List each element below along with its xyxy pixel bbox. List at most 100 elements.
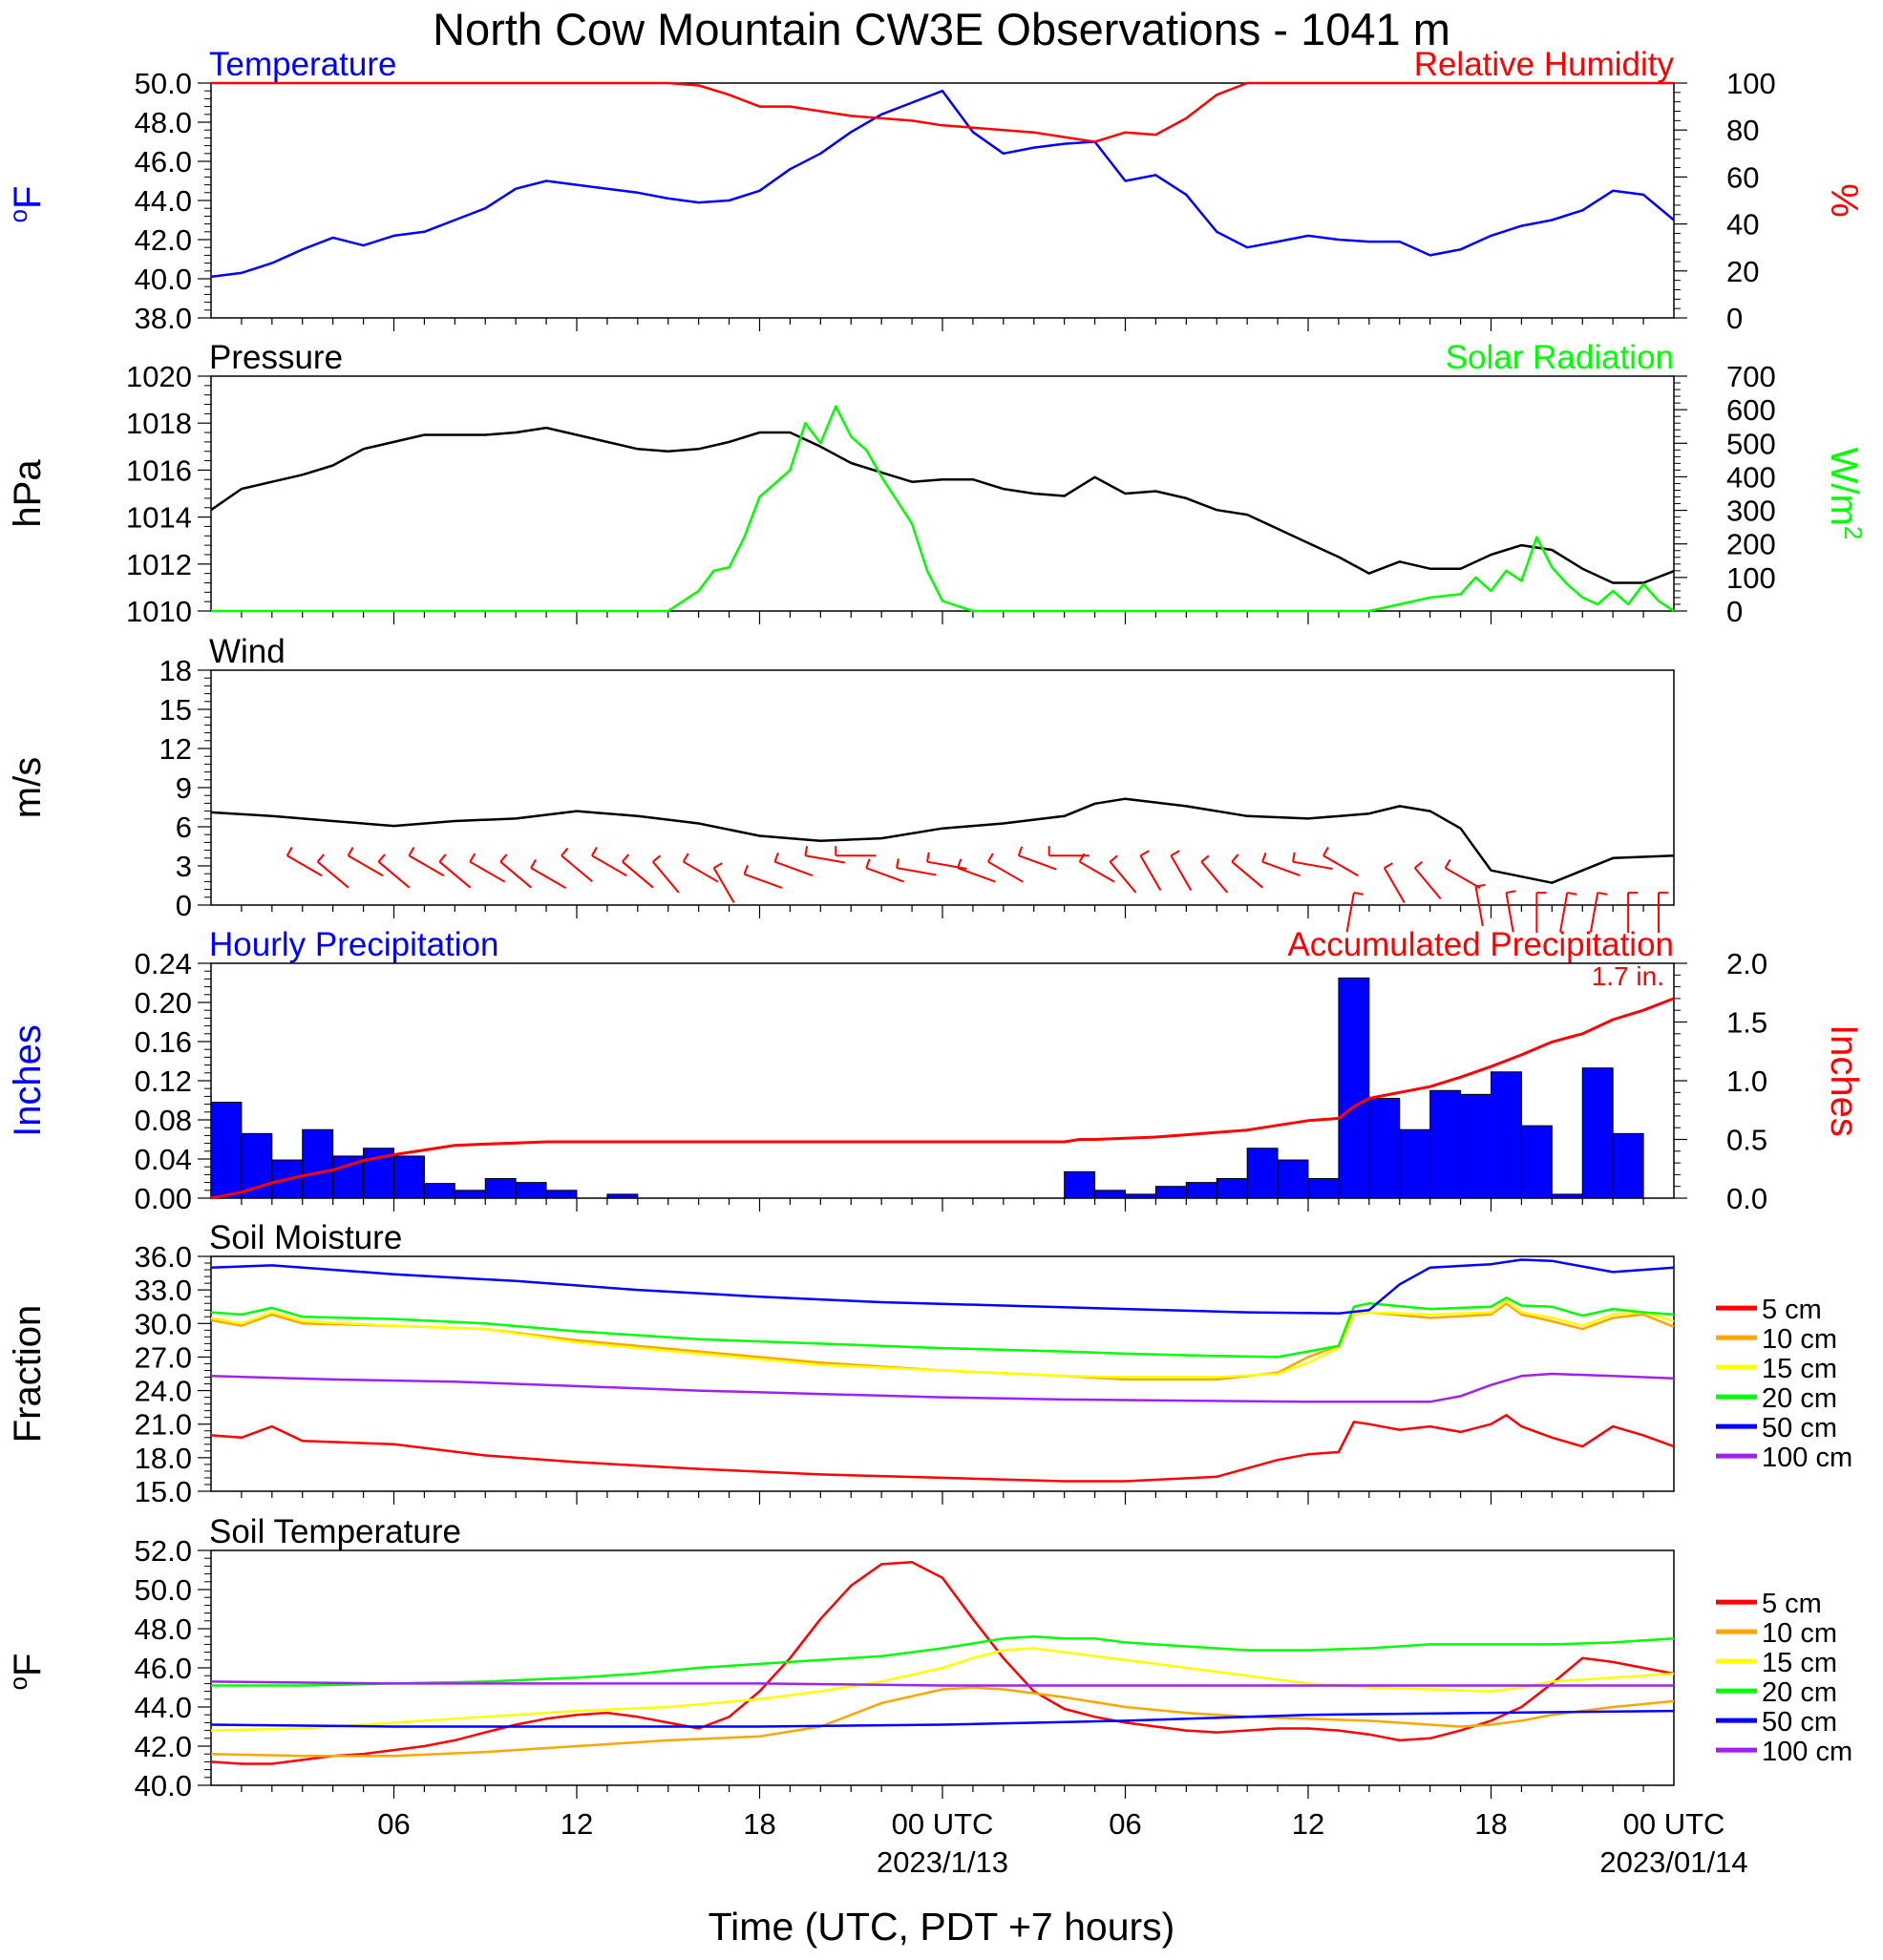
panel-soil_temperature: Soil Temperature 40.0 42.0 44.0 46.0 48.0 50.0… <box>4 1513 1852 1802</box>
wind-barb <box>1322 854 1359 877</box>
y-tick-label: 42.0 <box>135 223 192 257</box>
y-tick-label: 50.0 <box>135 67 192 100</box>
x-date-label: 2023/01/14 <box>1599 1845 1747 1879</box>
wind-barb-flag <box>1597 892 1608 896</box>
precip-bar <box>1399 1128 1431 1199</box>
wind-barb <box>438 860 472 889</box>
y-tick-label: 0.24 <box>135 947 192 980</box>
y-tick-label: 0.00 <box>135 1182 192 1215</box>
wind-barb-flag <box>865 858 871 869</box>
wind-barb-flag <box>1567 892 1577 896</box>
y-tick-label: 500 <box>1726 427 1776 460</box>
y-axis-label-left: hPa <box>7 459 49 528</box>
y-tick-label: 1018 <box>126 407 192 440</box>
wind-barb <box>1170 854 1193 892</box>
y-tick-label: 38.0 <box>135 302 192 335</box>
wind-barb <box>1231 860 1264 889</box>
y-tick-label: 46.0 <box>135 145 192 179</box>
wind-barb-flag <box>1506 890 1516 895</box>
wind-barb <box>1200 861 1229 894</box>
x-date-label: 2023/1/13 <box>877 1845 1008 1879</box>
y-axis-label-superscript: 2 <box>1839 526 1868 539</box>
panel-title-left: Wind <box>209 633 286 670</box>
legend-label: 50 cm <box>1762 1413 1837 1444</box>
wind-barb-flag <box>896 858 899 869</box>
series-line-pressure <box>210 426 1675 584</box>
x-tick-label: 06 <box>377 1807 410 1841</box>
panel-soil_moisture: Soil Moisture 15.018.021.024.027.030.033.… <box>7 1219 1852 1508</box>
wind-barb-flag <box>1414 860 1424 869</box>
wind-barb <box>1383 867 1406 904</box>
y-tick-label: 27.0 <box>135 1340 192 1374</box>
wind-barb-flag <box>408 847 415 856</box>
precip-bar <box>1581 1067 1614 1199</box>
wind-barb <box>408 854 445 877</box>
panel-title-left: Pressure <box>209 339 343 376</box>
y-tick-label: 0.5 <box>1726 1124 1767 1157</box>
precip-bar <box>454 1190 486 1199</box>
wind-barb <box>683 860 719 883</box>
y-axis-label-right: % <box>1823 183 1865 218</box>
wind-barb-flag <box>682 853 689 863</box>
y-axis-label-unit: W/m <box>1823 448 1865 526</box>
precip-bar <box>1094 1190 1127 1199</box>
precip-bar <box>1307 1178 1340 1199</box>
wind-barb-flag <box>591 847 598 856</box>
y-tick-label: 40.0 <box>135 263 192 296</box>
y-tick-label: 15.0 <box>135 1475 192 1508</box>
y-tick-label: 36.0 <box>135 1240 192 1274</box>
panel-precip: Hourly Precipitation Accumulated Precipit… <box>7 926 1865 1215</box>
precip-bar <box>1154 1186 1187 1199</box>
y-tick-label: 100 <box>1726 561 1776 595</box>
panel-wind: Wind 0 3 6 9 12 15 18 m/s <box>7 633 1675 934</box>
wind-barb <box>926 860 967 870</box>
y-tick-label: 20 <box>1726 255 1759 288</box>
y-tick-label: 1.5 <box>1726 1006 1767 1040</box>
legend-label: 100 cm <box>1762 1443 1852 1473</box>
y-tick-label: 1016 <box>126 453 192 487</box>
legend-label: 5 cm <box>1762 1295 1822 1325</box>
x-tick-label: 00 UTC <box>1623 1807 1725 1841</box>
wind-barb-flag <box>713 862 723 870</box>
series-line-wind-speed <box>210 797 1675 884</box>
wind-barb-flag <box>1292 852 1296 862</box>
y-axis-label-left: oF <box>4 186 49 223</box>
legend-label: 15 cm <box>1762 1648 1837 1678</box>
y-tick-label: 48.0 <box>135 106 192 139</box>
wind-barb-flag <box>316 854 325 863</box>
precip-bar <box>606 1193 639 1199</box>
panel-temp_rh: Temperature Relative Humidity 38.0 40.0 42.0… <box>4 46 1865 335</box>
y-tick-label: 24.0 <box>135 1375 192 1408</box>
series-line-15-cm <box>210 1647 1675 1732</box>
accumulated-precip-annotation: 1.7 in. <box>1592 961 1664 991</box>
series-line-100-cm <box>210 1680 1674 1687</box>
series-line-100-cm <box>210 1372 1675 1403</box>
precip-bar <box>1246 1148 1279 1199</box>
x-axis-label: Time (UTC, PDT +7 hours) <box>708 1905 1175 1949</box>
series-line-5-cm <box>210 1561 1675 1765</box>
wind-barb <box>286 854 323 877</box>
y-tick-label: 50.0 <box>135 1573 192 1607</box>
wind-barb-flag <box>652 854 662 863</box>
wind-barb <box>1079 860 1115 883</box>
wind-barb <box>805 854 845 864</box>
series-line-20-cm <box>211 1634 1675 1687</box>
wind-barb <box>469 860 506 883</box>
series-line-50-cm <box>210 1258 1675 1315</box>
wind-barb <box>1139 854 1162 892</box>
wind-barb <box>530 867 566 890</box>
wind-barb <box>591 854 627 877</box>
panel-frame <box>210 82 1675 319</box>
y-tick-label: 1010 <box>126 595 192 628</box>
y-axis-label-unit: F <box>7 186 49 209</box>
precip-bar <box>1612 1132 1644 1199</box>
wind-barb <box>1559 892 1569 933</box>
panel-title-right: Accumulated Precipitation <box>1287 926 1674 963</box>
y-axis-label-left: m/s <box>7 757 49 818</box>
y-axis-label-left: Fraction <box>7 1305 49 1444</box>
wind-barb <box>896 867 937 876</box>
y-tick-label: 600 <box>1726 393 1776 427</box>
precip-bar <box>1277 1159 1309 1199</box>
y-tick-label: 80 <box>1726 114 1759 147</box>
